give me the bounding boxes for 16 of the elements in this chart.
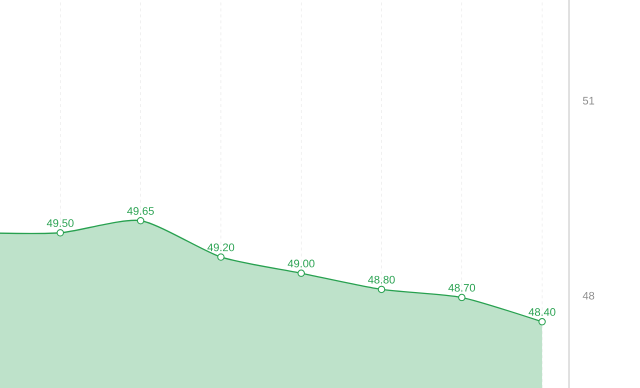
data-label: 49.50 [46,219,74,227]
point [217,253,225,261]
y-tick-label: 48 [582,292,594,300]
data-label: 48.70 [448,284,476,292]
point [378,286,386,294]
data-label: 48.40 [528,308,556,316]
data-label: 49.00 [288,260,314,268]
data-label: 49.20 [207,243,234,252]
point [298,270,305,277]
point [56,229,64,236]
y-tick-label: 51 [582,96,594,105]
data-label: 49.65 [127,207,154,215]
data-label: 48.80 [368,276,395,284]
point [538,318,546,326]
point [136,216,144,224]
point [458,294,466,302]
